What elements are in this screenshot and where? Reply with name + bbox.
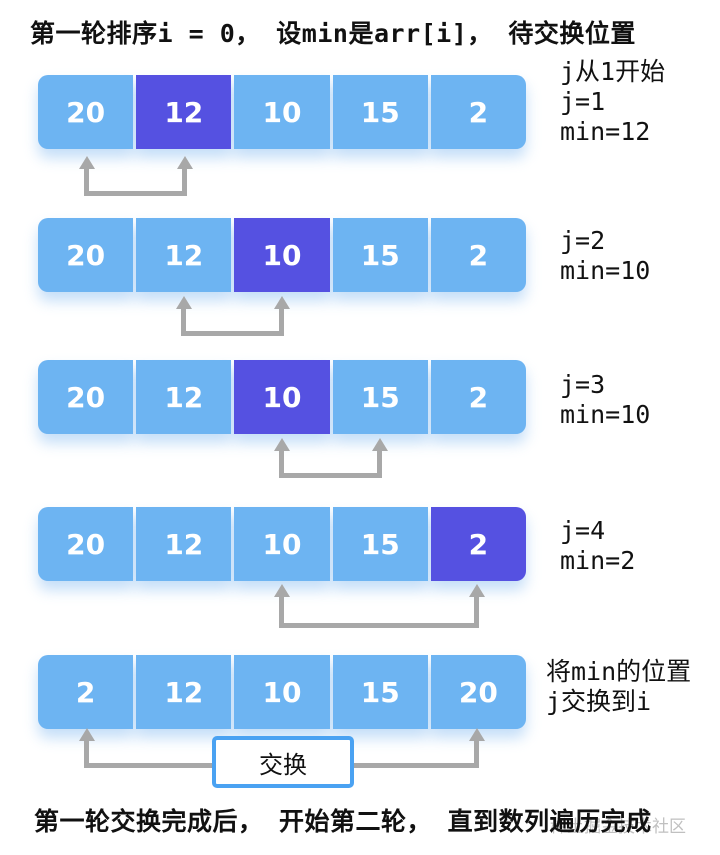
annotation-line: j交换到i: [546, 687, 652, 716]
arrowhead-up-icon: [273, 296, 290, 309]
annotation-line: min=2: [560, 546, 636, 575]
arrowhead-up-icon: [176, 156, 193, 169]
array-cell: 2: [430, 75, 527, 149]
array-cell: 15: [332, 218, 428, 292]
annotation-line: j=4: [560, 516, 606, 545]
annotation-line: j=3: [560, 370, 606, 399]
site-watermark: 稀土掘金技术社区: [550, 817, 686, 837]
arrowhead-up-icon: [78, 156, 95, 169]
array-cell: 15: [332, 360, 428, 434]
arrowhead-up-icon: [273, 438, 290, 451]
arrowhead-up-icon: [175, 296, 192, 309]
array-cell: 15: [332, 507, 428, 581]
array-cell-highlighted: 10: [234, 218, 330, 292]
array-cell: 12: [136, 218, 232, 292]
annotation-line: j从1开始: [560, 57, 666, 86]
array-cell: 15: [332, 75, 428, 149]
array-cell: 10: [234, 507, 330, 581]
annotation-line: min=10: [560, 256, 651, 285]
array-cell: 20: [38, 218, 134, 292]
array-cell: 20: [38, 507, 134, 581]
array-cell: 20: [38, 75, 134, 149]
array-row-3: 20 12 10 15 2: [38, 360, 527, 434]
array-cell-highlighted: 12: [136, 75, 232, 149]
annotation-line: min=10: [560, 400, 651, 429]
array-cell: 2: [38, 655, 134, 729]
array-cell: 15: [332, 655, 428, 729]
annotation-row-4: j=4 min=2: [560, 516, 635, 576]
array-cell: 2: [430, 360, 527, 434]
arrowhead-up-icon: [78, 728, 95, 741]
annotation-row-3: j=3 min=10: [560, 370, 650, 430]
array-row-4: 20 12 10 15 2: [38, 507, 527, 581]
array-row-1: 20 12 10 15 2: [38, 75, 527, 149]
annotation-line: min=12: [560, 117, 651, 146]
arrowhead-up-icon: [468, 728, 485, 741]
annotation-line: 将min的位置: [546, 657, 692, 686]
swap-arrow: [273, 438, 388, 478]
annotation-line: j=2: [560, 226, 606, 255]
arrowhead-up-icon: [371, 438, 388, 451]
swap-label-box: 交换: [212, 736, 354, 788]
array-row-5: 2 12 10 15 20: [38, 655, 527, 729]
annotation-row-2: j=2 min=10: [560, 226, 650, 286]
annotation-row-5: 将min的位置 j交换到i: [546, 657, 691, 717]
array-row-2: 20 12 10 15 2: [38, 218, 527, 292]
array-cell-highlighted: 2: [430, 507, 527, 581]
array-cell: 20: [430, 655, 527, 729]
array-cell: 12: [136, 360, 232, 434]
annotation-row-1: j从1开始 j=1 min=12: [560, 57, 665, 147]
array-cell-highlighted: 10: [234, 360, 330, 434]
array-cell: 12: [136, 655, 232, 729]
annotation-line: j=1: [560, 87, 606, 116]
diagram-title: 第一轮排序i = 0， 设min是arr[i]， 待交换位置: [30, 19, 636, 48]
footer-caption: 第一轮交换完成后， 开始第二轮， 直到数列遍历完成: [34, 807, 652, 836]
array-cell: 12: [136, 507, 232, 581]
array-cell: 10: [234, 655, 330, 729]
array-cell: 20: [38, 360, 134, 434]
swap-arrow: [78, 156, 193, 196]
swap-arrow: [273, 584, 485, 628]
array-cell: 10: [234, 75, 330, 149]
swap-arrow: [175, 296, 290, 336]
array-cell: 2: [430, 218, 527, 292]
arrowhead-up-icon: [273, 584, 290, 597]
arrowhead-up-icon: [468, 584, 485, 597]
